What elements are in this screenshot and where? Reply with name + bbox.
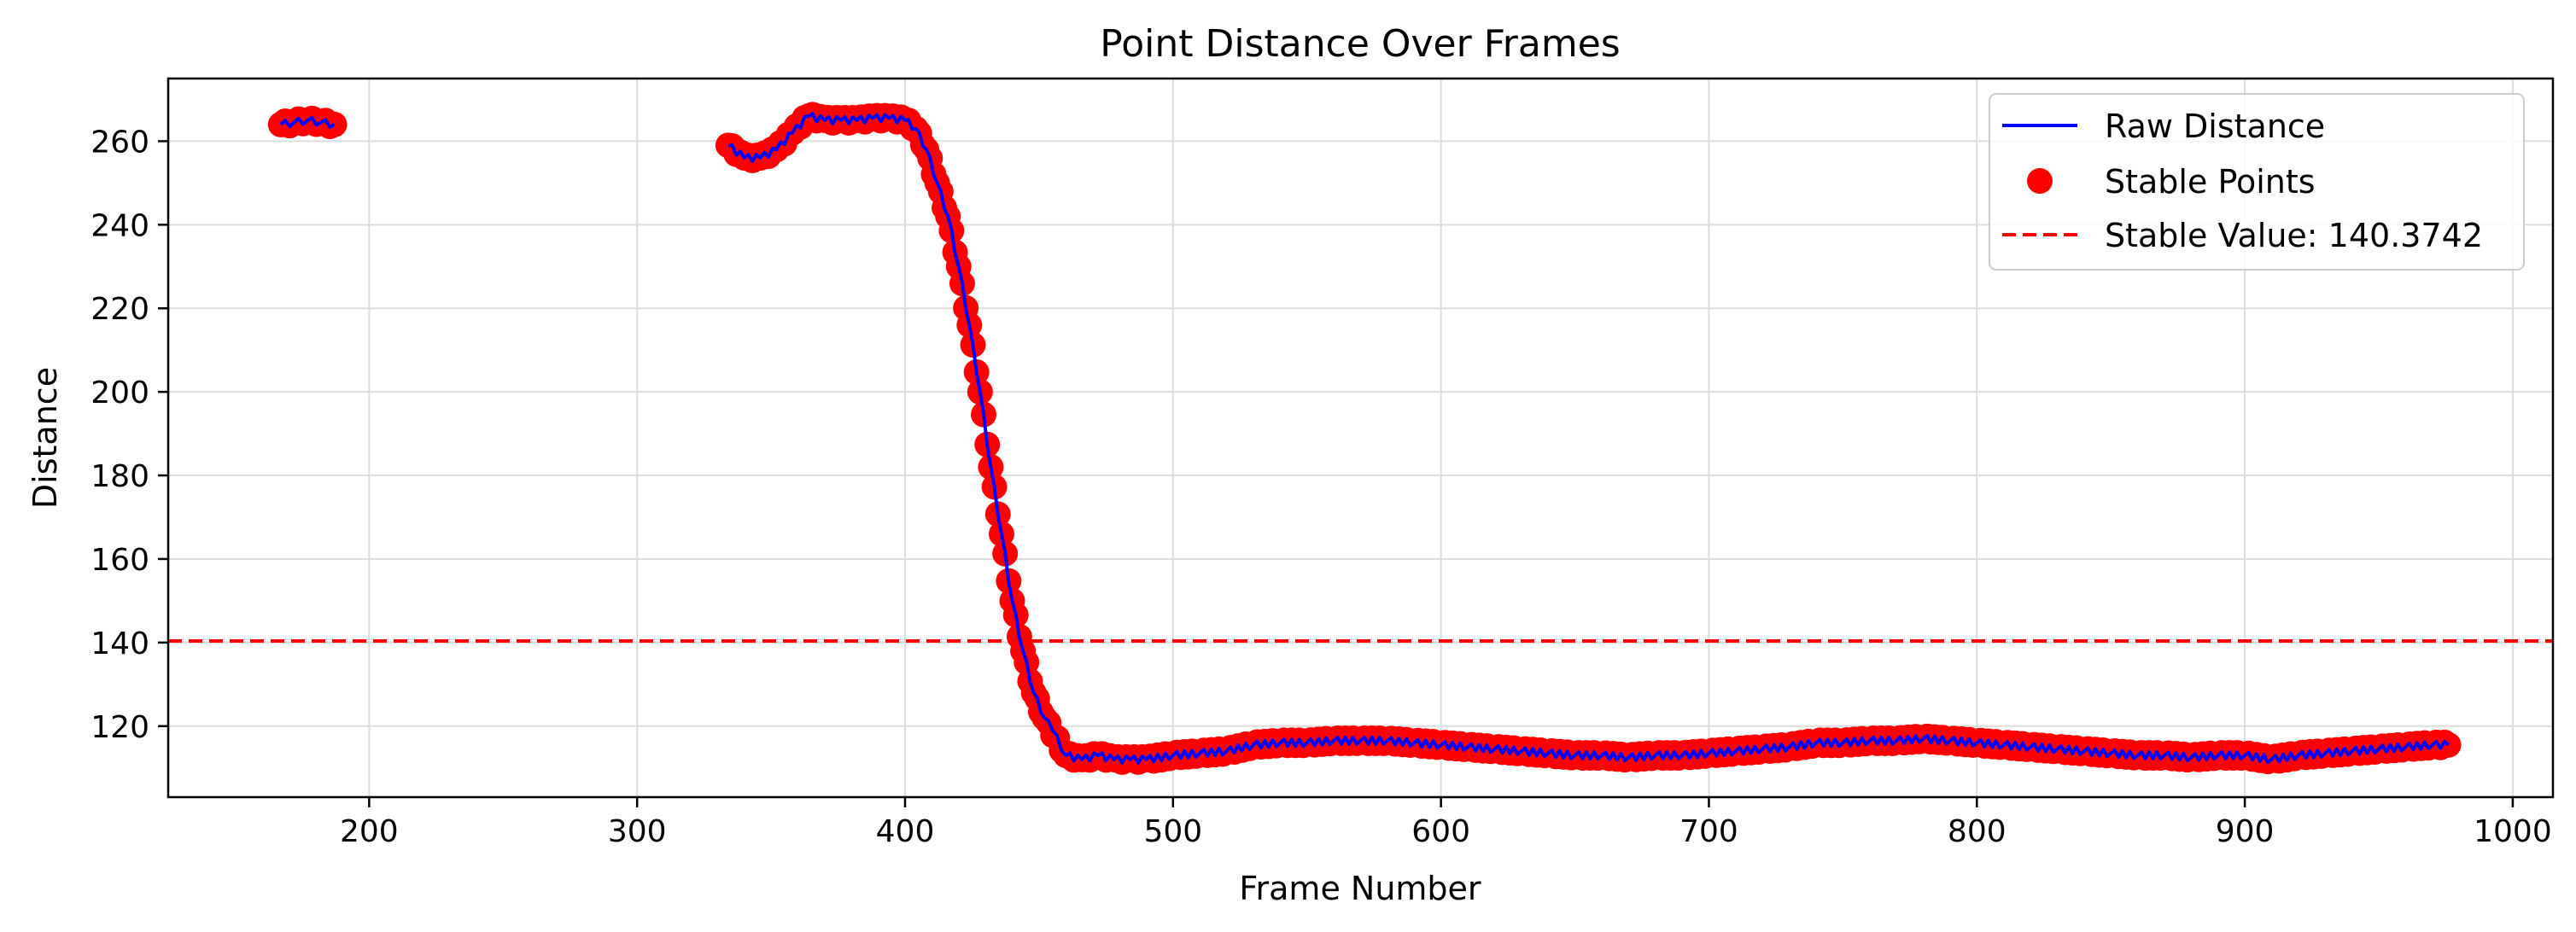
stable-point [2435,731,2462,758]
x-tick-label: 700 [1679,814,1738,849]
y-tick-label: 220 [91,292,149,327]
raw-distance-line [279,115,336,129]
x-tick-label: 500 [1143,814,1202,849]
x-axis-label: Frame Number [1239,870,1481,907]
x-tick-label: 400 [876,814,935,849]
legend-box [1989,93,2525,271]
x-tick-label: 300 [608,814,667,849]
x-axis-ticks: 200 300 400 500 600 700 800 900 1000 [340,797,2552,849]
y-tick-label: 240 [91,208,149,243]
legend-dot-icon [2027,168,2053,194]
raw-distance-layer [279,112,2450,765]
raw-distance-line [727,112,2450,765]
y-axis-label: Distance [26,367,64,509]
legend: Raw Distance Stable Points Stable Value:… [1989,93,2525,271]
x-tick-label: 900 [2216,814,2275,849]
x-tick-label: 1000 [2474,814,2552,849]
legend-label-raw-distance: Raw Distance [2105,108,2325,145]
y-tick-label: 200 [91,376,149,411]
y-tick-label: 160 [91,543,149,578]
legend-label-stable-points: Stable Points [2105,163,2316,201]
plot-frame [166,77,2555,799]
chart-title: Point Distance Over Frames [1100,22,1620,66]
y-tick-label: 260 [91,125,149,160]
x-tick-label: 600 [1411,814,1470,849]
y-axis-ticks: 120 140 160 180 200 220 240 260 [91,125,168,745]
y-tick-label: 180 [91,459,149,494]
x-tick-label: 200 [340,814,399,849]
x-tick-label: 800 [1948,814,2006,849]
y-tick-label: 120 [91,710,149,745]
y-tick-label: 140 [91,626,149,661]
legend-label-stable-value: Stable Value: 140.3742 [2105,217,2483,254]
